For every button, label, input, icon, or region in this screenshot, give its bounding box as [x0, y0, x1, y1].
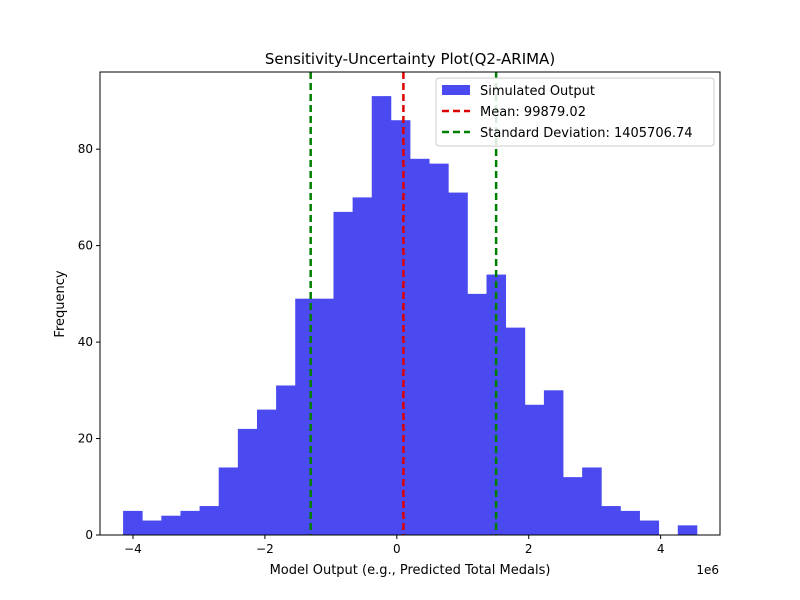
y-axis-label: Frequency: [53, 270, 68, 337]
histogram-bar: [448, 192, 468, 535]
legend-box: [435, 77, 715, 147]
x-tick-label: 4: [657, 542, 665, 556]
y-tick-label: 80: [78, 142, 93, 156]
histogram-bar: [142, 520, 162, 535]
histogram-bar: [543, 390, 564, 535]
x-axis-offset-label: 1e6: [696, 563, 719, 577]
histogram-bar: [429, 163, 449, 535]
y-tick-label: 20: [78, 432, 93, 446]
histogram-bar: [333, 211, 354, 536]
y-axis-ticks: 0 20 40 60 80: [78, 142, 100, 542]
legend-label: Simulated Output: [480, 84, 595, 99]
x-tick-label: −4: [124, 542, 142, 556]
histogram-bar: [276, 385, 296, 535]
histogram-bar: [563, 477, 583, 535]
x-tick-label: −2: [256, 542, 274, 556]
histogram-bar: [601, 506, 621, 535]
histogram-bar: [237, 428, 258, 535]
histogram-bar: [352, 197, 373, 536]
histogram-bar: [467, 293, 487, 535]
histogram-bar: [371, 96, 392, 535]
histogram-bar: [524, 404, 545, 535]
histogram-bar: [582, 467, 602, 535]
histogram-bar: [505, 327, 526, 535]
histogram-bar: [218, 467, 239, 535]
legend: Simulated Output Mean: 99879.02 Standard D…: [435, 77, 715, 147]
histogram-bar: [256, 409, 277, 535]
histogram-bar: [620, 510, 640, 535]
legend-items: Simulated Output Mean: 99879.02 Standard D…: [442, 84, 693, 141]
histogram-bar: [390, 120, 411, 536]
y-tick-label: 40: [78, 335, 93, 349]
bars-layer: [123, 96, 698, 536]
x-tick-label: 2: [525, 542, 533, 556]
legend-label: Standard Deviation: 1405706.74: [480, 126, 693, 141]
histogram-bar: [123, 510, 143, 535]
histogram-bar: [639, 520, 660, 535]
plot-frame: [99, 71, 721, 536]
reference-lines-layer: [309, 72, 498, 535]
chart-title: Sensitivity-Uncertainty Plot(Q2-ARIMA): [265, 50, 555, 68]
histogram-bar: [677, 525, 698, 535]
x-axis-label: Model Output (e.g., Predicted Total Meda…: [270, 563, 551, 578]
legend-swatch-simulated-output: [442, 85, 470, 95]
legend-label: Mean: 99879.02: [480, 105, 586, 120]
x-tick-label: 0: [393, 542, 401, 556]
x-axis-ticks: −4 −2 0 2 4: [124, 535, 664, 556]
histogram-bar: [161, 515, 181, 535]
histogram-bar: [295, 298, 315, 535]
histogram-bar: [314, 298, 334, 535]
histogram-bar: [199, 506, 220, 535]
y-tick-label: 60: [78, 239, 93, 253]
y-tick-label: 0: [85, 528, 93, 542]
histogram-bar: [180, 510, 200, 535]
histogram-bar: [410, 158, 430, 535]
